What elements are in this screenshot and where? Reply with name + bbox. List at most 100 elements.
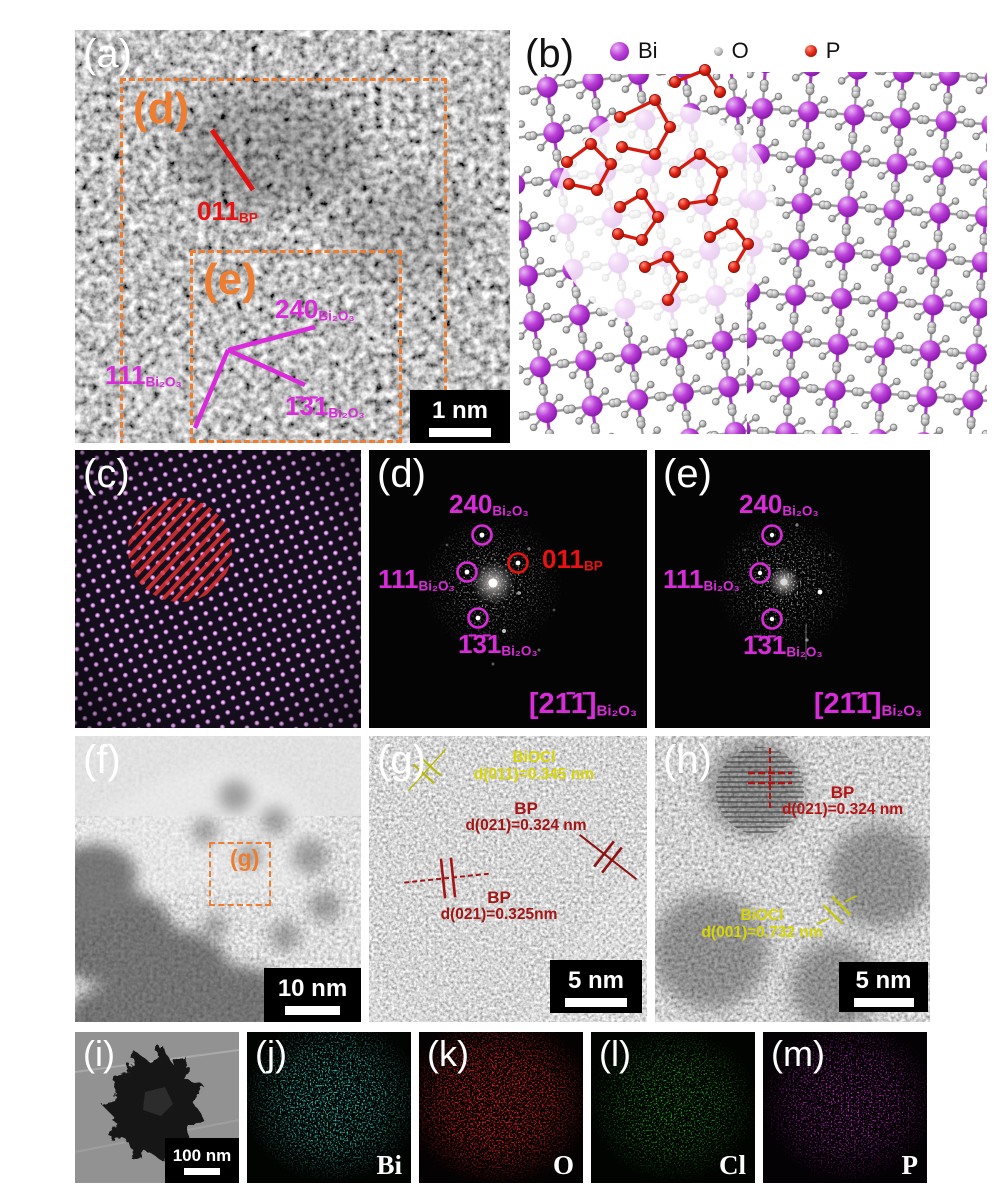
plane-label-111: 111Bi₂O₃ [105,360,182,390]
fft-pattern-e [655,450,930,728]
scale-bar-h-text: 5 nm [855,967,912,994]
spot-circle-111 [456,561,478,583]
element-label-p: P [901,1150,919,1180]
inset-d-letter: (d) [133,84,190,133]
bp-bottom-spacing-label: BP d(021)=0.325nm [440,888,558,924]
panel-i-label: (i) [83,1033,115,1074]
panel-d-label: (d) [377,452,426,496]
panel-l-eds-map-cl: (l) Cl [591,1032,755,1183]
panel-f-tem: (f) (g) 10 nm [75,736,361,1022]
eds-map-cl [591,1032,755,1183]
scale-bar-f-line [285,1006,340,1015]
inset-box-e [190,250,402,443]
legend-item-bi: Bi [610,38,658,64]
panel-f-label: (f) [83,738,121,782]
inset-box-g [209,842,271,906]
scale-bar-a: 1 nm [410,390,510,443]
spot-circle-240 [761,524,783,546]
panel-e-label: (e) [663,452,712,496]
fft-e-label-240: 240Bi₂O₃ [739,489,819,519]
fft-e-label-131: 1̄3̄1Bi₂O₃ [743,630,823,660]
panel-b-label: (b) [525,32,574,76]
atom-legend: Bi O P [610,38,882,64]
eds-map-p [763,1032,927,1183]
biocl-d-spacing-marker [407,748,447,792]
biocl-spacing-label: BiOCl d(011)=0.345 nm [473,749,595,783]
fft-pattern-d [369,450,647,728]
panel-d-fft: (d) 240Bi₂O₃ 011BP 111Bi₂O₃ 1̄3̄1Bi₂O₃ [… [369,450,647,728]
phosphorus-atoms [561,64,754,306]
panel-g-hrtem: (g) BiOCl d(011)=0.345 nm BP d(021)=0.324 … [369,736,647,1022]
inset-e-letter: (e) [203,255,257,304]
scale-bar-i-line [184,1168,220,1175]
bp-d-spacing-marker [748,748,792,808]
panel-m-label: (m) [771,1033,825,1074]
panel-h-label: (h) [663,738,712,782]
legend-o-label: O [731,38,749,63]
fft-d-label-240: 240Bi₂O₃ [449,489,529,519]
element-label-o: O [552,1150,574,1180]
panel-g-label: (g) [377,738,426,782]
panel-a-hrtem: (a) (d) (e) 011BP 240Bi₂O₃ 111Bi₂O₃ 1̄3̄… [75,30,510,443]
hrtem-noise-image-a [75,30,510,443]
scale-bar-g-line [565,997,627,1007]
fft-d-zone-axis: [21̄1̄]Bi₂O₃ [528,687,637,720]
stem-image-i [75,1032,239,1183]
legend-item-o: O [713,38,749,64]
fft-e-label-111: 111Bi₂O₃ [663,564,740,594]
bp-spacing-label: BP d(021)=0.324 nm [781,783,904,819]
plane-line-011bp [209,128,256,192]
scale-bar-g: 5 nm [550,960,642,1013]
bp-d-spacing-marker-left [404,857,492,899]
spot-circle-240 [471,524,493,546]
bp-top-spacing-label: BP d(021)=0.324 nm [465,799,587,835]
spot-circle-131 [761,608,783,630]
fft-d-label-011bp: 011BP [542,544,603,574]
eds-map-bi [247,1032,411,1183]
fft-e-zone-axis: [21̄1̄]Bi₂O₃ [813,687,922,720]
tem-image-f [75,736,361,1022]
spot-circle-111 [749,562,771,584]
scale-bar-f: 10 nm [264,968,361,1022]
panel-e-fft: (e) 240Bi₂O₃ 111Bi₂O₃ 1̄3̄1Bi₂O₃ [21̄1̄]… [655,450,930,728]
bi-atom-icon [610,41,629,61]
panel-j-eds-map-bi: (j) Bi [247,1032,411,1183]
plane-label-240: 240Bi₂O₃ [275,294,355,324]
scale-bar-f-text: 10 nm [277,975,348,1002]
legend-bi-label: Bi [638,38,658,63]
scale-bar-g-text: 5 nm [567,966,624,994]
panel-m-eds-map-p: (m) P [763,1032,927,1183]
plane-label-011bp: 011BP [197,196,258,226]
scale-bar-i-text: 100 nm [172,1146,232,1165]
legend-p-label: P [825,38,841,63]
element-label-cl: Cl [719,1150,746,1180]
spot-circle-011bp [507,552,529,574]
o-atom-icon [713,46,723,56]
element-label-bi: Bi [376,1150,402,1180]
biocl-d-spacing-marker [816,895,858,925]
lattice-dot-image [75,450,361,728]
scale-bar-a-line [429,427,491,437]
bp-d-spacing-marker-right [579,834,637,880]
plane-direction-lines-bi2o3 [192,324,316,429]
panel-c-label: (c) [83,452,130,496]
scale-bar-i: 100 nm [165,1138,239,1183]
scale-bar-h: 5 nm [839,962,928,1012]
panel-j-label: (j) [255,1033,287,1074]
biocl-spacing-label: BiOCl d(001)=0.732 nm [701,907,823,941]
plane-label-131: 1̄3̄1Bi₂O₃ [285,391,365,421]
panel-a-label: (a) [83,32,132,76]
inset-box-d [120,78,447,443]
p-atom-icon [804,45,817,57]
legend-item-p: P [804,38,841,64]
eds-map-o [419,1032,583,1183]
panel-i-stem: (i) 100 nm [75,1032,239,1183]
panel-k-label: (k) [427,1033,469,1074]
panel-k-eds-map-o: (k) O [419,1032,583,1183]
panel-l-label: (l) [599,1033,631,1074]
panel-h-hrtem: (h) BP d(021)=0.324 nm BiOCl d(001)=0.732 … [655,736,930,1022]
spot-circle-131 [467,607,489,629]
inset-g-letter: (g) [230,845,260,871]
fft-d-label-111: 111Bi₂O₃ [378,564,455,594]
